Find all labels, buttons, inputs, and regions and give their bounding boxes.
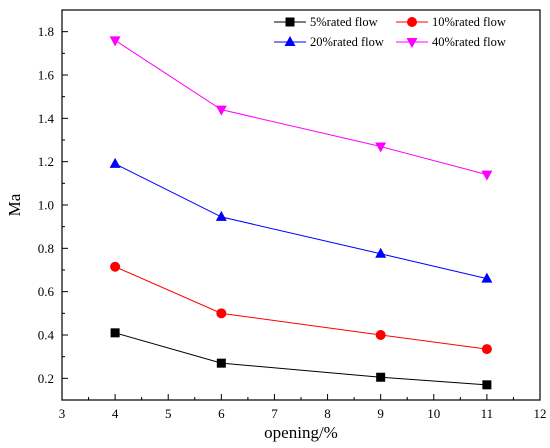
legend-label: 20%rated flow <box>310 35 384 49</box>
legend-marker <box>284 36 296 46</box>
series-3 <box>109 157 493 283</box>
y-tick-label: 1.2 <box>38 154 54 169</box>
x-axis-title: opening/% <box>264 423 338 442</box>
y-tick-label: 1.8 <box>38 24 54 39</box>
series-line <box>114 39 488 176</box>
data-point <box>481 272 493 283</box>
series-layer <box>109 36 493 390</box>
data-point <box>109 157 121 168</box>
x-tick-label: 4 <box>112 406 119 421</box>
y-tick-label: 0.4 <box>38 328 55 343</box>
y-tick-label: 1.0 <box>38 198 54 213</box>
legend-item: 20%rated flow <box>274 35 384 49</box>
legend: 5%rated flow 10%rated flow 20%rated flow 40… <box>274 15 506 49</box>
data-point <box>215 210 227 221</box>
x-tick-label: 7 <box>271 406 278 421</box>
y-tick-label: 0.2 <box>38 371 54 386</box>
series-2 <box>110 261 492 355</box>
legend-item: 40%rated flow <box>396 35 506 49</box>
legend-marker <box>407 17 417 27</box>
data-point <box>481 344 492 355</box>
legend-label: 40%rated flow <box>432 35 506 49</box>
data-point <box>216 358 226 368</box>
data-point <box>110 261 121 272</box>
x-tick-label: 6 <box>218 406 225 421</box>
series-line <box>114 163 488 280</box>
data-point <box>482 380 492 390</box>
series-line <box>114 266 487 350</box>
x-tick-label: 10 <box>427 406 440 421</box>
legend-item: 5%rated flow <box>274 15 378 29</box>
x-tick-label: 8 <box>324 406 331 421</box>
data-point <box>110 328 120 338</box>
x-tick-label: 11 <box>481 406 494 421</box>
x-tick-label: 3 <box>59 406 66 421</box>
data-point <box>216 308 227 319</box>
legend-item: 10%rated flow <box>396 15 506 29</box>
series-4 <box>109 36 493 181</box>
x-tick-label: 12 <box>534 406 547 421</box>
y-tick-label: 0.8 <box>38 241 54 256</box>
y-axis-title: Ma <box>5 193 24 216</box>
y-tick-label: 1.6 <box>38 68 55 83</box>
axes: 3 4 5 6 7 8 9 10 11 12 0.2 0.4 0.6 0.8 1.0 1.2 1.4 1.6 1.8 <box>38 9 547 421</box>
series-line <box>114 332 487 386</box>
plot-frame <box>61 9 541 401</box>
legend-label: 5%rated flow <box>310 15 378 29</box>
data-point <box>109 36 121 47</box>
data-point <box>375 330 386 340</box>
data-point <box>375 247 387 258</box>
data-point <box>375 142 387 153</box>
legend-label: 10%rated flow <box>432 15 506 29</box>
legend-marker <box>406 38 418 48</box>
data-point <box>481 170 493 181</box>
x-tick-label: 5 <box>165 406 172 421</box>
y-tick-label: 1.4 <box>38 111 55 126</box>
x-tick-label: 9 <box>377 406 384 421</box>
data-point <box>215 105 227 116</box>
legend-marker <box>285 17 295 27</box>
data-point <box>376 372 386 382</box>
y-tick-label: 0.6 <box>38 284 55 299</box>
series-1 <box>110 328 492 390</box>
